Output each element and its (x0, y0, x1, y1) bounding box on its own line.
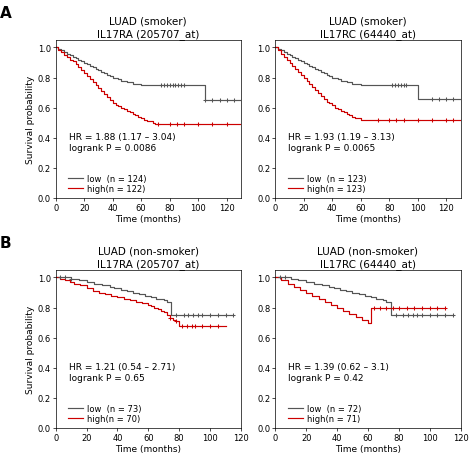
X-axis label: Time (months): Time (months) (115, 215, 181, 224)
Text: HR = 1.93 (1.19 – 3.13)
logrank P = 0.0065: HR = 1.93 (1.19 – 3.13) logrank P = 0.00… (288, 132, 395, 153)
Title: LUAD (smoker)
IL17RC (64440_at): LUAD (smoker) IL17RC (64440_at) (320, 17, 416, 39)
Text: HR = 1.88 (1.17 – 3.04)
logrank P = 0.0086: HR = 1.88 (1.17 – 3.04) logrank P = 0.00… (69, 132, 175, 153)
Legend: low  (n = 72), high(n = 71): low (n = 72), high(n = 71) (287, 403, 362, 424)
X-axis label: Time (months): Time (months) (335, 215, 401, 224)
Y-axis label: Survival probability: Survival probability (26, 76, 35, 164)
Y-axis label: Survival probability: Survival probability (26, 305, 35, 393)
Legend: low  (n = 73), high(n = 70): low (n = 73), high(n = 70) (67, 403, 143, 424)
Text: HR = 1.39 (0.62 – 3.1)
logrank P = 0.42: HR = 1.39 (0.62 – 3.1) logrank P = 0.42 (288, 362, 389, 382)
Text: A: A (0, 6, 12, 21)
Title: LUAD (non-smoker)
IL17RC (64440_at): LUAD (non-smoker) IL17RC (64440_at) (318, 246, 419, 269)
X-axis label: Time (months): Time (months) (335, 444, 401, 453)
Text: B: B (0, 236, 12, 251)
Legend: low  (n = 124), high(n = 122): low (n = 124), high(n = 122) (67, 174, 147, 194)
Title: LUAD (non-smoker)
IL17RA (205707_at): LUAD (non-smoker) IL17RA (205707_at) (97, 246, 200, 269)
Text: HR = 1.21 (0.54 – 2.71)
logrank P = 0.65: HR = 1.21 (0.54 – 2.71) logrank P = 0.65 (69, 362, 175, 382)
Title: LUAD (smoker)
IL17RA (205707_at): LUAD (smoker) IL17RA (205707_at) (97, 17, 200, 39)
Legend: low  (n = 123), high(n = 123): low (n = 123), high(n = 123) (287, 174, 367, 194)
X-axis label: Time (months): Time (months) (115, 444, 181, 453)
